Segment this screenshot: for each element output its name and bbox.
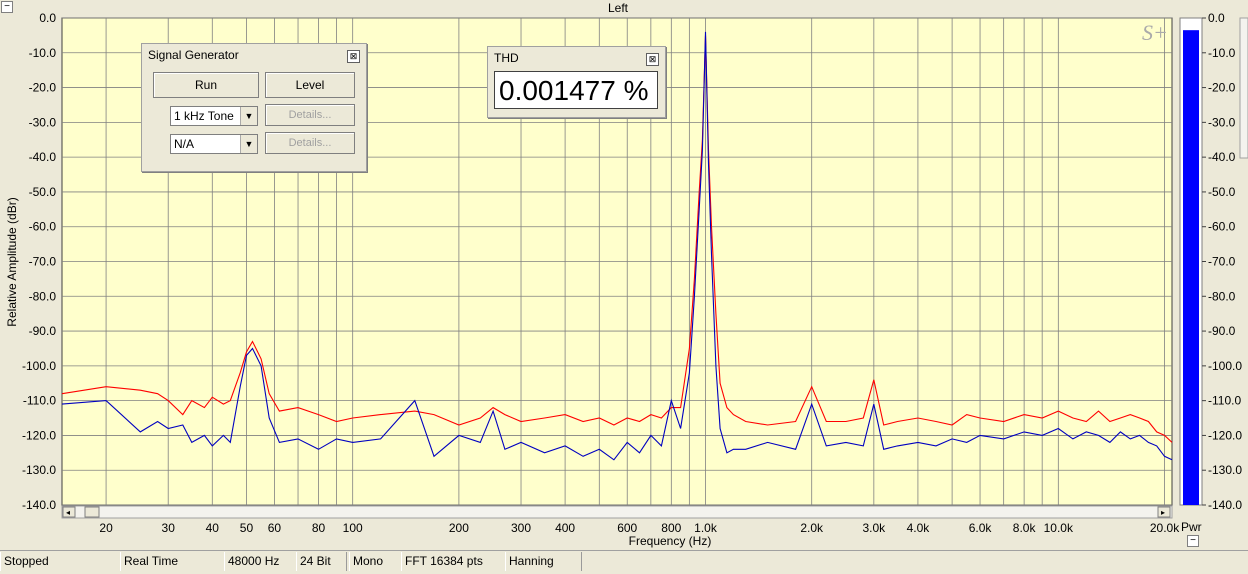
level-meter-ticks: 0.0 -10.0 -20.0 -30.0 -40.0 -50.0 -60.0 -70.0 -8…	[1202, 11, 1242, 512]
status-rate: 48000 Hz	[224, 552, 297, 571]
y-tick-label: -80.0	[29, 289, 57, 303]
thd-value: 0.001477 %	[494, 71, 658, 109]
y-tick-label: -100.0	[22, 359, 56, 373]
meter-tick-label: -110.0	[1208, 394, 1241, 408]
x-tick-label: 8.0k	[1013, 521, 1037, 535]
x-axis-ticks: 20 30 40 50 60 80 100 200 300 400 600 800 1.0k 2.0k 3.…	[99, 521, 1180, 535]
x-tick-label: 60	[268, 521, 282, 535]
meter-collapse-button[interactable]: −	[1187, 535, 1199, 547]
h-scroll-right-button[interactable]	[1157, 506, 1171, 518]
source1-select[interactable]: 1 kHz Tone ▼	[170, 106, 258, 126]
meter-tick-label: -50.0	[1208, 185, 1236, 199]
x-tick-label: 600	[617, 521, 637, 535]
x-tick-label: 200	[449, 521, 469, 535]
y-tick-label: -140.0	[22, 498, 56, 512]
y-tick-label: -90.0	[29, 324, 57, 338]
meter-tick-label: -20.0	[1208, 81, 1236, 95]
y-tick-label: -110.0	[23, 394, 56, 408]
level-meter-label: Pwr	[1181, 520, 1202, 534]
level-button[interactable]: Level	[265, 72, 355, 98]
meter-tick-label: -10.0	[1208, 46, 1236, 60]
x-tick-label: 4.0k	[907, 521, 931, 535]
y-tick-label: -70.0	[29, 255, 57, 269]
signal-generator-panel: Signal Generator ⊠ Run Level 1 kHz Tone …	[141, 43, 367, 172]
h-scroll-left-button[interactable]	[62, 506, 76, 518]
meter-tick-label: -80.0	[1208, 289, 1236, 303]
meter-tick-label: -70.0	[1208, 255, 1236, 269]
right-edge-scrollbar[interactable]	[1239, 17, 1248, 159]
y-tick-label: -40.0	[29, 150, 57, 164]
meter-tick-label: -120.0	[1208, 428, 1242, 442]
y-axis-label: Relative Amplitude (dBr)	[5, 197, 19, 326]
source2-value: N/A	[174, 137, 195, 151]
meter-tick-label: -90.0	[1208, 324, 1236, 338]
details1-button[interactable]: Details...	[265, 104, 355, 126]
meter-tick-label: -40.0	[1208, 150, 1236, 164]
y-tick-label: -20.0	[29, 81, 57, 95]
spectrum-series	[61, 31, 1173, 461]
thd-title: THD	[494, 51, 519, 65]
y-tick-label: -120.0	[22, 428, 56, 442]
meter-tick-label: -130.0	[1208, 463, 1242, 477]
x-tick-label: 40	[206, 521, 220, 535]
thd-panel: THD ⊠ 0.001477 %	[487, 46, 666, 118]
h-scrollbar[interactable]	[61, 505, 1173, 519]
chevron-down-icon[interactable]: ▼	[240, 107, 257, 125]
svg-text:▸: ▸	[1161, 508, 1165, 517]
status-bits: 24 Bit	[296, 552, 347, 571]
x-axis-label: Frequency (Hz)	[629, 534, 712, 548]
x-tick-label: 400	[555, 521, 575, 535]
x-tick-label: 300	[511, 521, 531, 535]
series-line-red	[61, 35, 1173, 443]
y-tick-label: -130.0	[22, 463, 56, 477]
x-tick-label: 800	[661, 521, 681, 535]
y-tick-label: -60.0	[29, 220, 57, 234]
source1-value: 1 kHz Tone	[174, 109, 234, 123]
logo-text: S+	[1142, 20, 1168, 45]
status-fft: FFT 16384 pts	[401, 552, 506, 571]
meter-tick-label: -60.0	[1208, 220, 1236, 234]
run-button[interactable]: Run	[153, 72, 259, 98]
x-tick-label: 3.0k	[862, 521, 886, 535]
thd-close-button[interactable]: ⊠	[646, 53, 659, 66]
window-title: Left	[607, 1, 628, 15]
status-channels: Mono	[349, 552, 402, 571]
x-tick-label: 20.0k	[1150, 521, 1180, 535]
x-tick-label: 2.0k	[800, 521, 824, 535]
source2-select[interactable]: N/A ▼	[170, 134, 258, 154]
meter-tick-label: -140.0	[1208, 498, 1242, 512]
series-line-blue	[61, 31, 1173, 461]
status-bar	[0, 550, 1248, 574]
y-tick-label: 0.0	[39, 11, 56, 25]
x-tick-label: 80	[312, 521, 326, 535]
x-tick-label: 100	[343, 521, 363, 535]
status-state: Stopped	[0, 552, 121, 571]
status-window: Hanning	[505, 552, 582, 571]
x-tick-label: 6.0k	[969, 521, 993, 535]
signal-generator-close-button[interactable]: ⊠	[347, 50, 360, 63]
x-tick-label: 1.0k	[694, 521, 718, 535]
y-tick-label: -30.0	[29, 115, 57, 129]
meter-tick-label: -100.0	[1208, 359, 1242, 373]
minimize-button[interactable]: −	[1, 1, 13, 13]
chevron-down-icon[interactable]: ▼	[240, 135, 257, 153]
h-scroll-thumb[interactable]	[84, 506, 100, 518]
svg-text:◂: ◂	[66, 508, 70, 517]
status-mode: Real Time	[120, 552, 225, 571]
y-axis-ticks: 0.0 -10.0 -20.0 -30.0 -40.0 -50.0 -60.0 -70.0 -8…	[22, 11, 56, 512]
y-tick-label: -10.0	[29, 46, 57, 60]
details2-button[interactable]: Details...	[265, 132, 355, 154]
y-tick-label: -50.0	[29, 185, 57, 199]
meter-tick-label: -30.0	[1208, 115, 1236, 129]
x-tick-label: 20	[99, 521, 113, 535]
x-tick-label: 10.0k	[1044, 521, 1074, 535]
meter-tick-label: 0.0	[1208, 11, 1225, 25]
level-meter-bar	[1183, 30, 1199, 506]
signal-generator-title: Signal Generator	[148, 48, 239, 62]
x-tick-label: 30	[162, 521, 176, 535]
x-tick-label: 50	[240, 521, 254, 535]
